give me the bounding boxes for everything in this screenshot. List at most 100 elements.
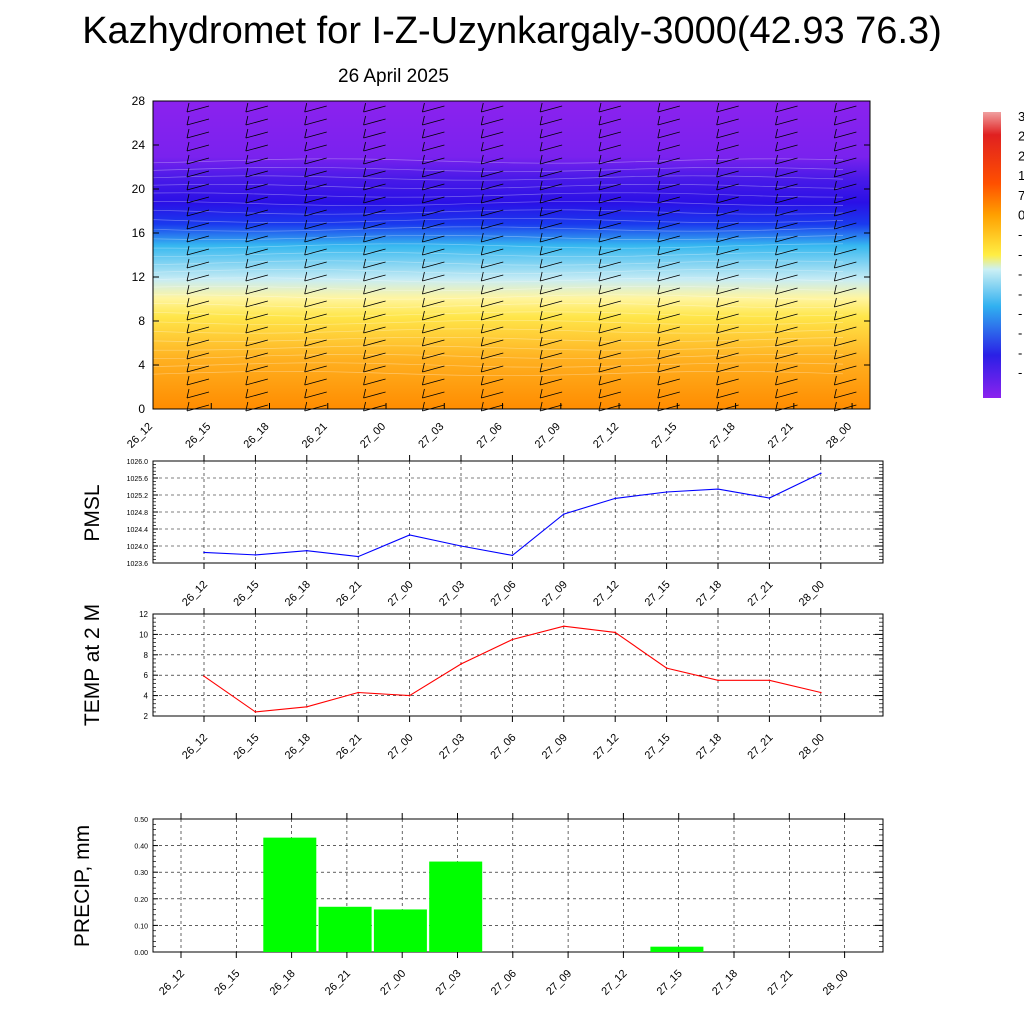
- wind-barb-feather: [422, 154, 425, 165]
- contour-line: [152, 370, 844, 377]
- temperature-point: [357, 691, 360, 694]
- colorbar-label: -: [1018, 267, 1022, 282]
- wind-barb-feather: [363, 349, 366, 360]
- wind-barb: [422, 219, 445, 230]
- wind-barb-shaft: [186, 144, 210, 152]
- wind-barb-shaft: [716, 378, 739, 386]
- wind-barb-shaft: [540, 352, 563, 360]
- wind-barb-feather: [304, 193, 308, 204]
- wind-barb: [716, 336, 739, 347]
- y-tick-label: 0: [138, 402, 145, 416]
- pmsl-point: [511, 554, 514, 557]
- wind-barb-shaft: [716, 196, 739, 204]
- wind-barb-feather: [304, 154, 308, 165]
- wind-barb-shaft: [540, 170, 563, 178]
- wind-barb-feather: [657, 362, 661, 373]
- wind-barb-shaft: [834, 248, 857, 256]
- x-tick-label: 27_06: [488, 732, 518, 762]
- temperature-point: [665, 667, 668, 669]
- wind-barb-shaft: [245, 131, 268, 139]
- wind-barb: [539, 349, 563, 360]
- wind-barb: [304, 362, 327, 373]
- wind-barb-feather: [657, 297, 661, 308]
- wind-barb-shaft: [245, 404, 268, 412]
- wind-barb-shaft: [834, 339, 857, 347]
- wind-barb-shaft: [304, 196, 327, 204]
- wind-barb: [834, 115, 857, 126]
- wind-barb: [834, 297, 857, 308]
- wind-barb: [245, 336, 268, 347]
- wind-barb-feather: [363, 167, 366, 178]
- colorbar-label: -: [1018, 365, 1022, 380]
- pmsl-point: [254, 554, 257, 556]
- wind-barb-shaft: [540, 274, 563, 282]
- wind-barb-shaft: [657, 144, 680, 152]
- wind-barb-shaft: [716, 170, 739, 178]
- wind-barb-feather: [304, 336, 308, 347]
- wind-barb: [480, 258, 504, 269]
- heatmap-panel: 0 4 8 12 16 20 24 28 26_12 26_15 26_18 26_21 27_00 27…: [125, 94, 871, 451]
- wind-barb: [598, 245, 622, 256]
- wind-barb-feather: [539, 297, 543, 308]
- wind-barb-shaft: [540, 300, 563, 308]
- wind-barb: [598, 284, 622, 295]
- wind-barb-feather: [657, 310, 661, 321]
- wind-barb-feather: [304, 362, 308, 373]
- wind-barb-feather: [716, 193, 720, 204]
- wind-barb-shaft: [481, 352, 504, 360]
- wind-barb-shaft: [245, 261, 268, 269]
- wind-barb: [775, 102, 798, 113]
- wind-barb: [363, 115, 386, 126]
- wind-barb-shaft: [422, 170, 445, 178]
- wind-barb-feather: [834, 115, 837, 126]
- pmsl-point: [306, 549, 308, 552]
- wind-barb: [245, 219, 268, 230]
- wind-barb-shaft: [716, 261, 739, 269]
- y-tick-label: 0.40: [134, 844, 148, 851]
- wind-barb-feather: [657, 336, 661, 347]
- wind-barb-feather: [422, 388, 425, 399]
- wind-barb-shaft: [540, 326, 563, 334]
- wind-barb: [480, 362, 504, 373]
- wind-barb-shaft: [422, 300, 445, 308]
- wind-barb: [245, 297, 268, 308]
- wind-barb: [186, 167, 210, 178]
- wind-barb: [186, 284, 210, 295]
- wind-barb-shaft: [716, 339, 739, 347]
- wind-barb: [186, 219, 210, 230]
- wind-barb: [775, 362, 798, 373]
- wind-barb-feather: [363, 219, 366, 230]
- wind-barb-feather: [598, 297, 602, 308]
- wind-barb-shaft: [363, 248, 386, 256]
- wind-barb: [304, 180, 327, 191]
- wind-barb-shaft: [186, 326, 210, 334]
- wind-barb-shaft: [716, 209, 739, 217]
- y-tick-label: 2: [144, 712, 149, 721]
- wind-barb-shaft: [481, 391, 504, 399]
- wind-barb: [245, 102, 268, 113]
- y-tick-label: 0.50: [134, 817, 148, 824]
- wind-barb-shaft: [304, 391, 327, 399]
- wind-barb: [834, 206, 857, 217]
- wind-barb-shaft: [363, 118, 386, 126]
- y-tick-label: 4: [144, 692, 149, 701]
- wind-barb: [834, 245, 857, 256]
- wind-barb: [834, 193, 857, 204]
- colorbar-label: 0: [1018, 208, 1024, 223]
- wind-barb-shaft: [245, 209, 268, 217]
- wind-barb: [598, 141, 622, 152]
- wind-barb-shaft: [598, 287, 622, 295]
- wind-barb: [363, 375, 386, 386]
- wind-barb: [245, 284, 268, 295]
- wind-barb-feather: [657, 258, 661, 269]
- wind-barb-shaft: [598, 352, 622, 360]
- wind-barb: [304, 297, 327, 308]
- wind-barb-feather: [480, 258, 484, 269]
- wind-barb: [834, 323, 857, 334]
- wind-barb-shaft: [716, 183, 739, 191]
- wind-barb-shaft: [304, 183, 327, 191]
- wind-barb: [716, 375, 739, 386]
- wind-barb: [363, 284, 386, 295]
- wind-barb-feather: [186, 297, 190, 308]
- wind-barb-feather: [480, 193, 484, 204]
